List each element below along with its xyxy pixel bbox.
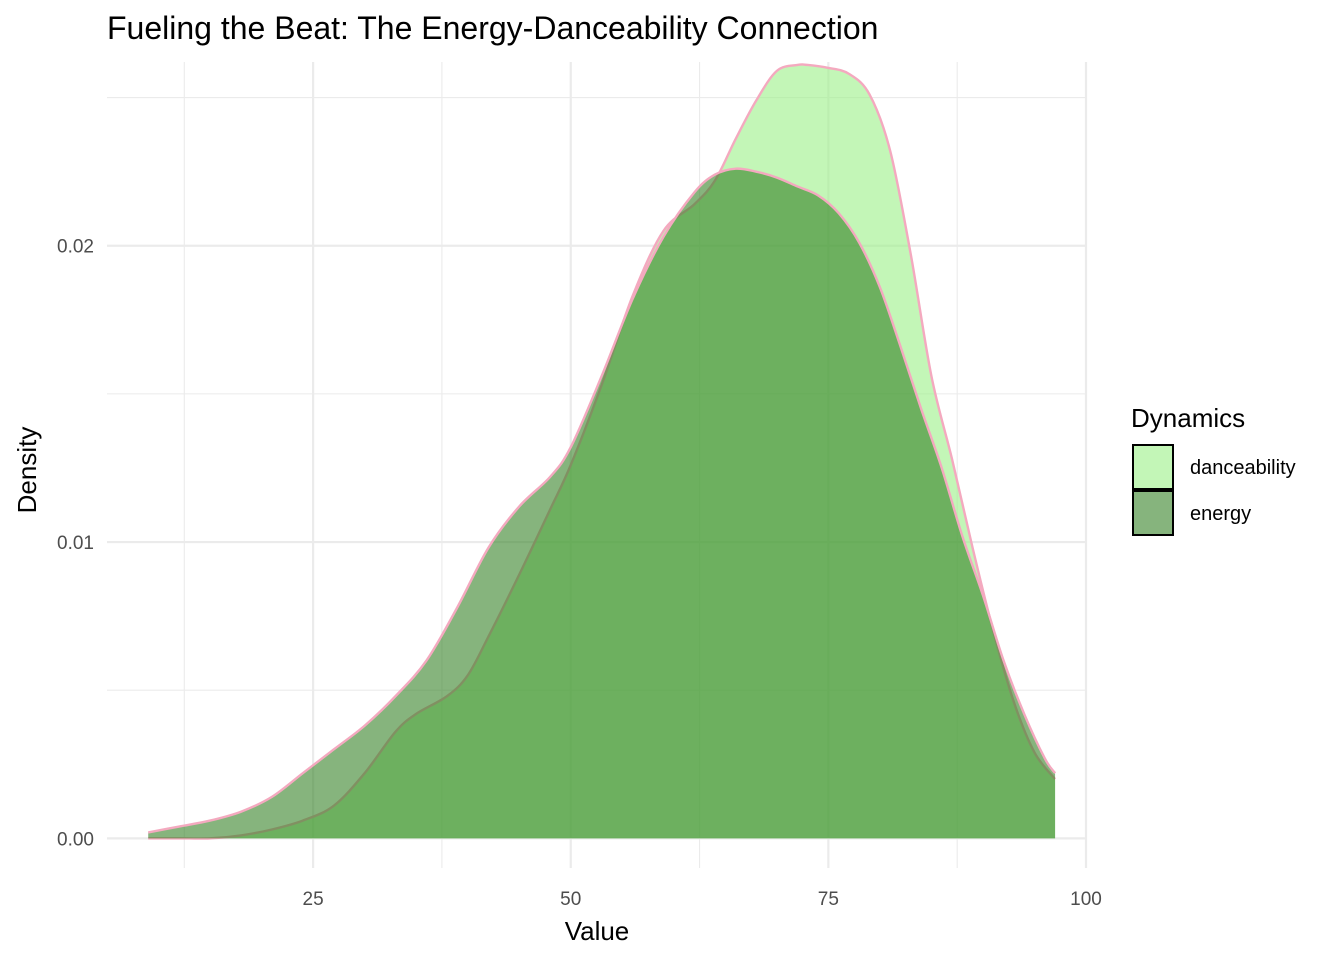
axis-ticks: 25 50 75 100 0.00 0.01 0.02: [57, 237, 1102, 910]
legend-items: danceability energy: [1132, 444, 1296, 536]
y-tick-label: 0.02: [57, 237, 94, 258]
legend-label-energy: energy: [1190, 503, 1251, 525]
energy-density-line: [147, 167, 1057, 834]
legend-key-danceability: [1132, 444, 1174, 490]
legend-key-energy: [1132, 490, 1174, 536]
legend-label-danceability: danceability: [1190, 457, 1296, 479]
x-tick-label: 25: [303, 889, 324, 910]
x-axis-title: Value: [565, 916, 630, 946]
y-axis-title: Density: [12, 427, 42, 514]
energy-density-area: [148, 168, 1056, 839]
x-tick-label: 50: [560, 889, 581, 910]
density-areas: [147, 63, 1057, 840]
chart-title: Fueling the Beat: The Energy-Danceabilit…: [107, 10, 878, 46]
y-tick-label: 0.00: [57, 829, 94, 850]
x-tick-label: 75: [818, 889, 839, 910]
legend: Dynamics danceability energy: [1131, 403, 1296, 536]
y-tick-label: 0.01: [57, 533, 94, 554]
x-tick-label: 100: [1070, 889, 1102, 910]
legend-title: Dynamics: [1131, 403, 1245, 433]
